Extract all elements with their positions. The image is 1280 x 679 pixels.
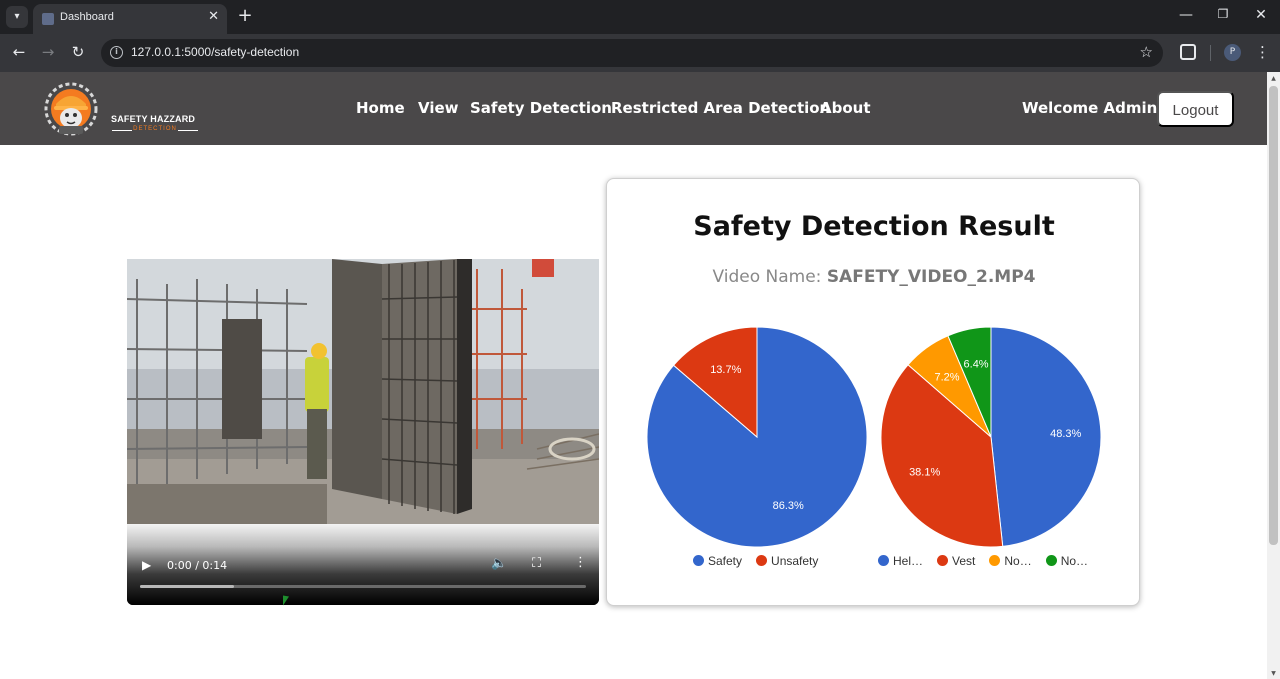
forward-icon[interactable]: → — [41, 43, 55, 61]
result-card: Safety Detection Result Video Name: SAFE… — [606, 178, 1140, 606]
minimize-icon[interactable]: — — [1179, 7, 1193, 23]
tab-title: Dashboard — [60, 11, 114, 23]
logo-name: SAFETY HAZZARD — [111, 114, 196, 124]
video-controls: ▶ 0:00 / 0:14 🔈 ⛶ ⋮ — [127, 524, 599, 605]
nav-view[interactable]: View — [418, 99, 459, 117]
legend-label: Safety — [708, 554, 743, 568]
fullscreen-icon[interactable]: ⛶ — [532, 556, 542, 571]
video-name-value: SAFETY_VIDEO_2.MP4 — [826, 267, 1036, 287]
play-icon[interactable]: ▶ — [142, 558, 152, 572]
bookmark-star-icon[interactable]: ☆ — [1139, 43, 1153, 61]
browser-menu-icon[interactable]: ⋮ — [1255, 43, 1270, 61]
legend-label: Unsafety — [771, 554, 819, 568]
tab-close-icon[interactable]: ✕ — [208, 9, 219, 24]
legend-label: No… — [1004, 554, 1032, 568]
legend-dot-icon — [1045, 555, 1057, 566]
page-viewport: SAFETY HAZZARD DETECTION Home View Safet… — [0, 72, 1267, 679]
pie2-legend-item[interactable]: No… — [989, 554, 1032, 568]
pie1-label-1: 13.7% — [710, 364, 741, 376]
pie1-legend-item[interactable]: Unsafety — [756, 554, 818, 568]
scroll-down-icon[interactable]: ▼ — [1271, 670, 1276, 677]
pie2-slice-0[interactable] — [990, 326, 1102, 547]
legend-dot-icon — [756, 555, 768, 566]
video-frame — [127, 259, 599, 524]
video-name-label: Video Name: — [712, 267, 822, 287]
video-name-line: Video Name: SAFETY_VIDEO_2.MP4 — [607, 267, 1141, 287]
pie2-legend: Hel… Vest No… No… — [878, 554, 1102, 568]
nav-about[interactable]: About — [820, 99, 871, 117]
browser-tab[interactable]: Dashboard ✕ — [33, 4, 227, 34]
pie2-label-2: 7.2% — [934, 371, 959, 383]
nav-home[interactable]: Home — [356, 99, 405, 117]
legend-dot-icon — [937, 555, 949, 566]
page-scrollbar[interactable]: ▲ ▼ — [1267, 72, 1280, 679]
legend-label: Hel… — [893, 554, 924, 568]
profile-avatar[interactable]: P — [1224, 44, 1241, 61]
pie1-label-0: 86.3% — [773, 500, 804, 512]
legend-dot-icon — [878, 555, 889, 566]
result-title: Safety Detection Result — [693, 211, 1055, 242]
video-buffered-range — [140, 585, 234, 588]
pie-charts: 86.3% 13.7% 48.3% 38.1% 7.2% 6.4% — [646, 326, 1102, 548]
site-header: SAFETY HAZZARD DETECTION Home View Safet… — [0, 72, 1267, 145]
browser-tab-strip: ▾ Dashboard ✕ + — ❐ ✕ — [0, 0, 1280, 34]
pie2-legend-item[interactable]: Hel… — [878, 554, 923, 568]
tab-favicon-icon — [42, 13, 54, 25]
pie2-legend-item[interactable]: Vest — [937, 554, 975, 568]
pie2-slice-3[interactable] — [947, 326, 992, 438]
new-tab-icon[interactable]: + — [237, 5, 253, 26]
window-close-icon[interactable]: ✕ — [1255, 7, 1267, 23]
pie1-slice-1[interactable] — [672, 326, 758, 439]
scrollbar-thumb[interactable] — [1269, 86, 1278, 545]
pie2-label-3: 6.4% — [964, 359, 989, 371]
scroll-up-icon[interactable]: ▲ — [1271, 75, 1276, 82]
video-player[interactable]: ▶ 0:00 / 0:14 🔈 ⛶ ⋮ — [127, 259, 599, 605]
pie2-label-1: 38.1% — [909, 467, 940, 479]
legend-label: No… — [1060, 554, 1089, 568]
legend-label: Vest — [952, 554, 976, 568]
logout-button[interactable]: Logout — [1157, 91, 1234, 127]
logo-subtitle: DETECTION — [112, 126, 198, 132]
legend-dot-icon — [693, 555, 704, 566]
mouse-cursor-icon — [283, 595, 289, 607]
nav-safety-detection[interactable]: Safety Detection — [470, 99, 612, 117]
pie1-legend-item[interactable]: Safety — [693, 554, 742, 568]
video-options-icon[interactable]: ⋮ — [574, 555, 587, 570]
extensions-icon[interactable] — [1180, 44, 1196, 60]
video-seek-bar[interactable] — [140, 585, 586, 588]
video-time: 0:00 / 0:14 — [167, 559, 228, 572]
tab-search-icon[interactable]: ▾ — [6, 6, 28, 28]
browser-toolbar: ← → ↻ i 127.0.0.1:5000/safety-detection … — [0, 34, 1280, 72]
legend-dot-icon — [989, 555, 1001, 566]
url-text[interactable]: 127.0.0.1:5000/safety-detection — [131, 45, 300, 59]
worker-badge-icon — [44, 82, 98, 136]
site-logo[interactable]: SAFETY HAZZARD DETECTION — [38, 80, 208, 138]
welcome-text: Welcome Admin — [1022, 99, 1158, 117]
pie2-label-0: 48.3% — [1050, 428, 1081, 440]
reload-icon[interactable]: ↻ — [71, 43, 85, 61]
restore-icon[interactable]: ❐ — [1217, 7, 1229, 21]
back-icon[interactable]: ← — [12, 43, 26, 61]
site-info-icon[interactable]: i — [110, 46, 123, 59]
address-bar[interactable]: i 127.0.0.1:5000/safety-detection ☆ — [101, 39, 1163, 67]
toolbar-divider — [1210, 45, 1211, 61]
volume-icon[interactable]: 🔈 — [491, 556, 508, 571]
nav-restricted-area-detection[interactable]: Restricted Area Detection — [611, 99, 831, 117]
pie1-legend: Safety Unsafety — [693, 554, 832, 568]
pie2-legend-item[interactable]: No… — [1045, 554, 1089, 568]
pie2-slice-1[interactable] — [880, 364, 1004, 548]
